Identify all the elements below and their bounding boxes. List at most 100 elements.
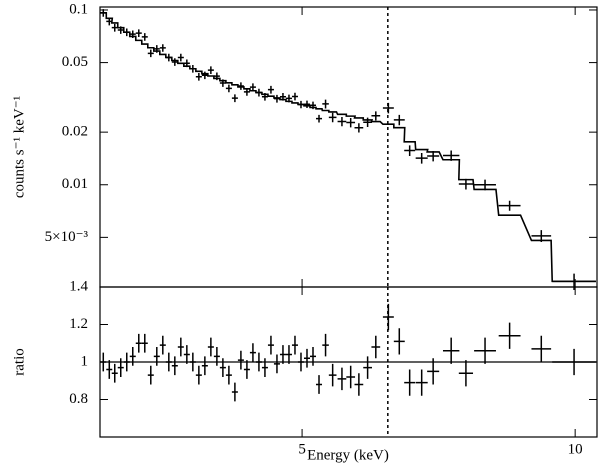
data-point [354, 373, 364, 396]
x-axis-label: Energy (keV) [307, 447, 389, 463]
data-point [237, 350, 244, 370]
data-point [243, 360, 250, 379]
data-point [337, 117, 347, 127]
data-point [123, 352, 130, 372]
data-point [249, 343, 256, 362]
data-point [371, 111, 381, 121]
y-tick-label: 1 [81, 353, 89, 369]
data-point [249, 83, 256, 91]
data-point [297, 352, 304, 372]
data-point [261, 92, 268, 101]
data-point [346, 365, 356, 389]
x-tick-label: 5 [298, 441, 306, 457]
data-point [147, 49, 154, 58]
data-point [165, 53, 172, 62]
data-point [316, 114, 323, 123]
data-point [255, 352, 262, 372]
data-point [531, 230, 552, 243]
data-point [458, 360, 474, 387]
data-point [316, 375, 323, 394]
data-point [427, 150, 440, 162]
data-point [415, 152, 428, 164]
data-point [279, 345, 286, 364]
data-point [404, 145, 416, 157]
data-point [129, 347, 136, 366]
data-point [309, 347, 317, 366]
y-tick-label: 1.2 [69, 316, 88, 332]
data-point [201, 356, 208, 376]
data-point [153, 45, 160, 53]
data-point [337, 367, 347, 391]
data-point [195, 72, 202, 81]
data-point [111, 23, 118, 32]
data-point [474, 337, 496, 364]
data-point [261, 358, 268, 377]
data-point [135, 29, 142, 38]
data-point [183, 345, 190, 364]
data-point [171, 356, 178, 376]
data-point [141, 33, 148, 41]
data-point [291, 92, 298, 101]
data-point [267, 335, 274, 355]
data-point [474, 179, 496, 191]
data-point [322, 99, 329, 109]
data-point [129, 30, 136, 39]
data-point [442, 150, 460, 161]
data-point [273, 354, 280, 374]
data-point [153, 347, 160, 366]
data-point [297, 100, 304, 109]
data-point [195, 365, 202, 385]
data-point [165, 352, 172, 372]
data-point [363, 356, 372, 379]
data-point [552, 348, 596, 376]
data-point [141, 333, 148, 353]
data-point [267, 85, 274, 94]
data-point [225, 84, 232, 93]
data-point [225, 365, 232, 385]
data-point [363, 117, 372, 128]
data-point [393, 328, 405, 355]
data-point [255, 88, 262, 97]
data-point [531, 335, 552, 362]
data-point [100, 9, 107, 17]
data-point [213, 72, 220, 81]
data-point [111, 363, 118, 383]
data-point [404, 369, 416, 396]
model-line [100, 12, 596, 283]
y-axis-label: counts s⁻¹ keV⁻¹ [11, 96, 27, 198]
data-point [498, 322, 521, 349]
data-point [106, 17, 113, 26]
data-point [322, 333, 329, 357]
y-tick-label: 5×10⁻³ [45, 229, 89, 245]
data-point [117, 26, 124, 34]
data-point [328, 112, 337, 123]
data-point [328, 363, 337, 387]
y-tick-label: 1.4 [69, 278, 88, 294]
data-point [213, 347, 220, 366]
data-point [147, 365, 154, 385]
data-point [285, 345, 292, 364]
data-point [159, 335, 166, 355]
data-point [442, 337, 460, 364]
data-point [303, 348, 310, 368]
data-point [498, 200, 521, 211]
data-point [201, 71, 208, 80]
data-point [207, 337, 214, 357]
data-point [382, 303, 394, 331]
y-axis-label: ratio [11, 348, 27, 376]
data-point [354, 123, 364, 133]
data-point [106, 360, 113, 379]
data-point [382, 102, 394, 114]
data-point [189, 352, 196, 372]
data-point [159, 44, 166, 52]
plot-frame [99, 6, 598, 288]
data-point [291, 335, 298, 355]
data-point [219, 358, 226, 377]
data-point [219, 79, 226, 87]
data-point [303, 100, 310, 108]
data-point [427, 358, 440, 385]
data-point [285, 94, 292, 103]
y-tick-label: 0.1 [69, 1, 88, 17]
y-tick-label: 0.8 [69, 391, 88, 407]
